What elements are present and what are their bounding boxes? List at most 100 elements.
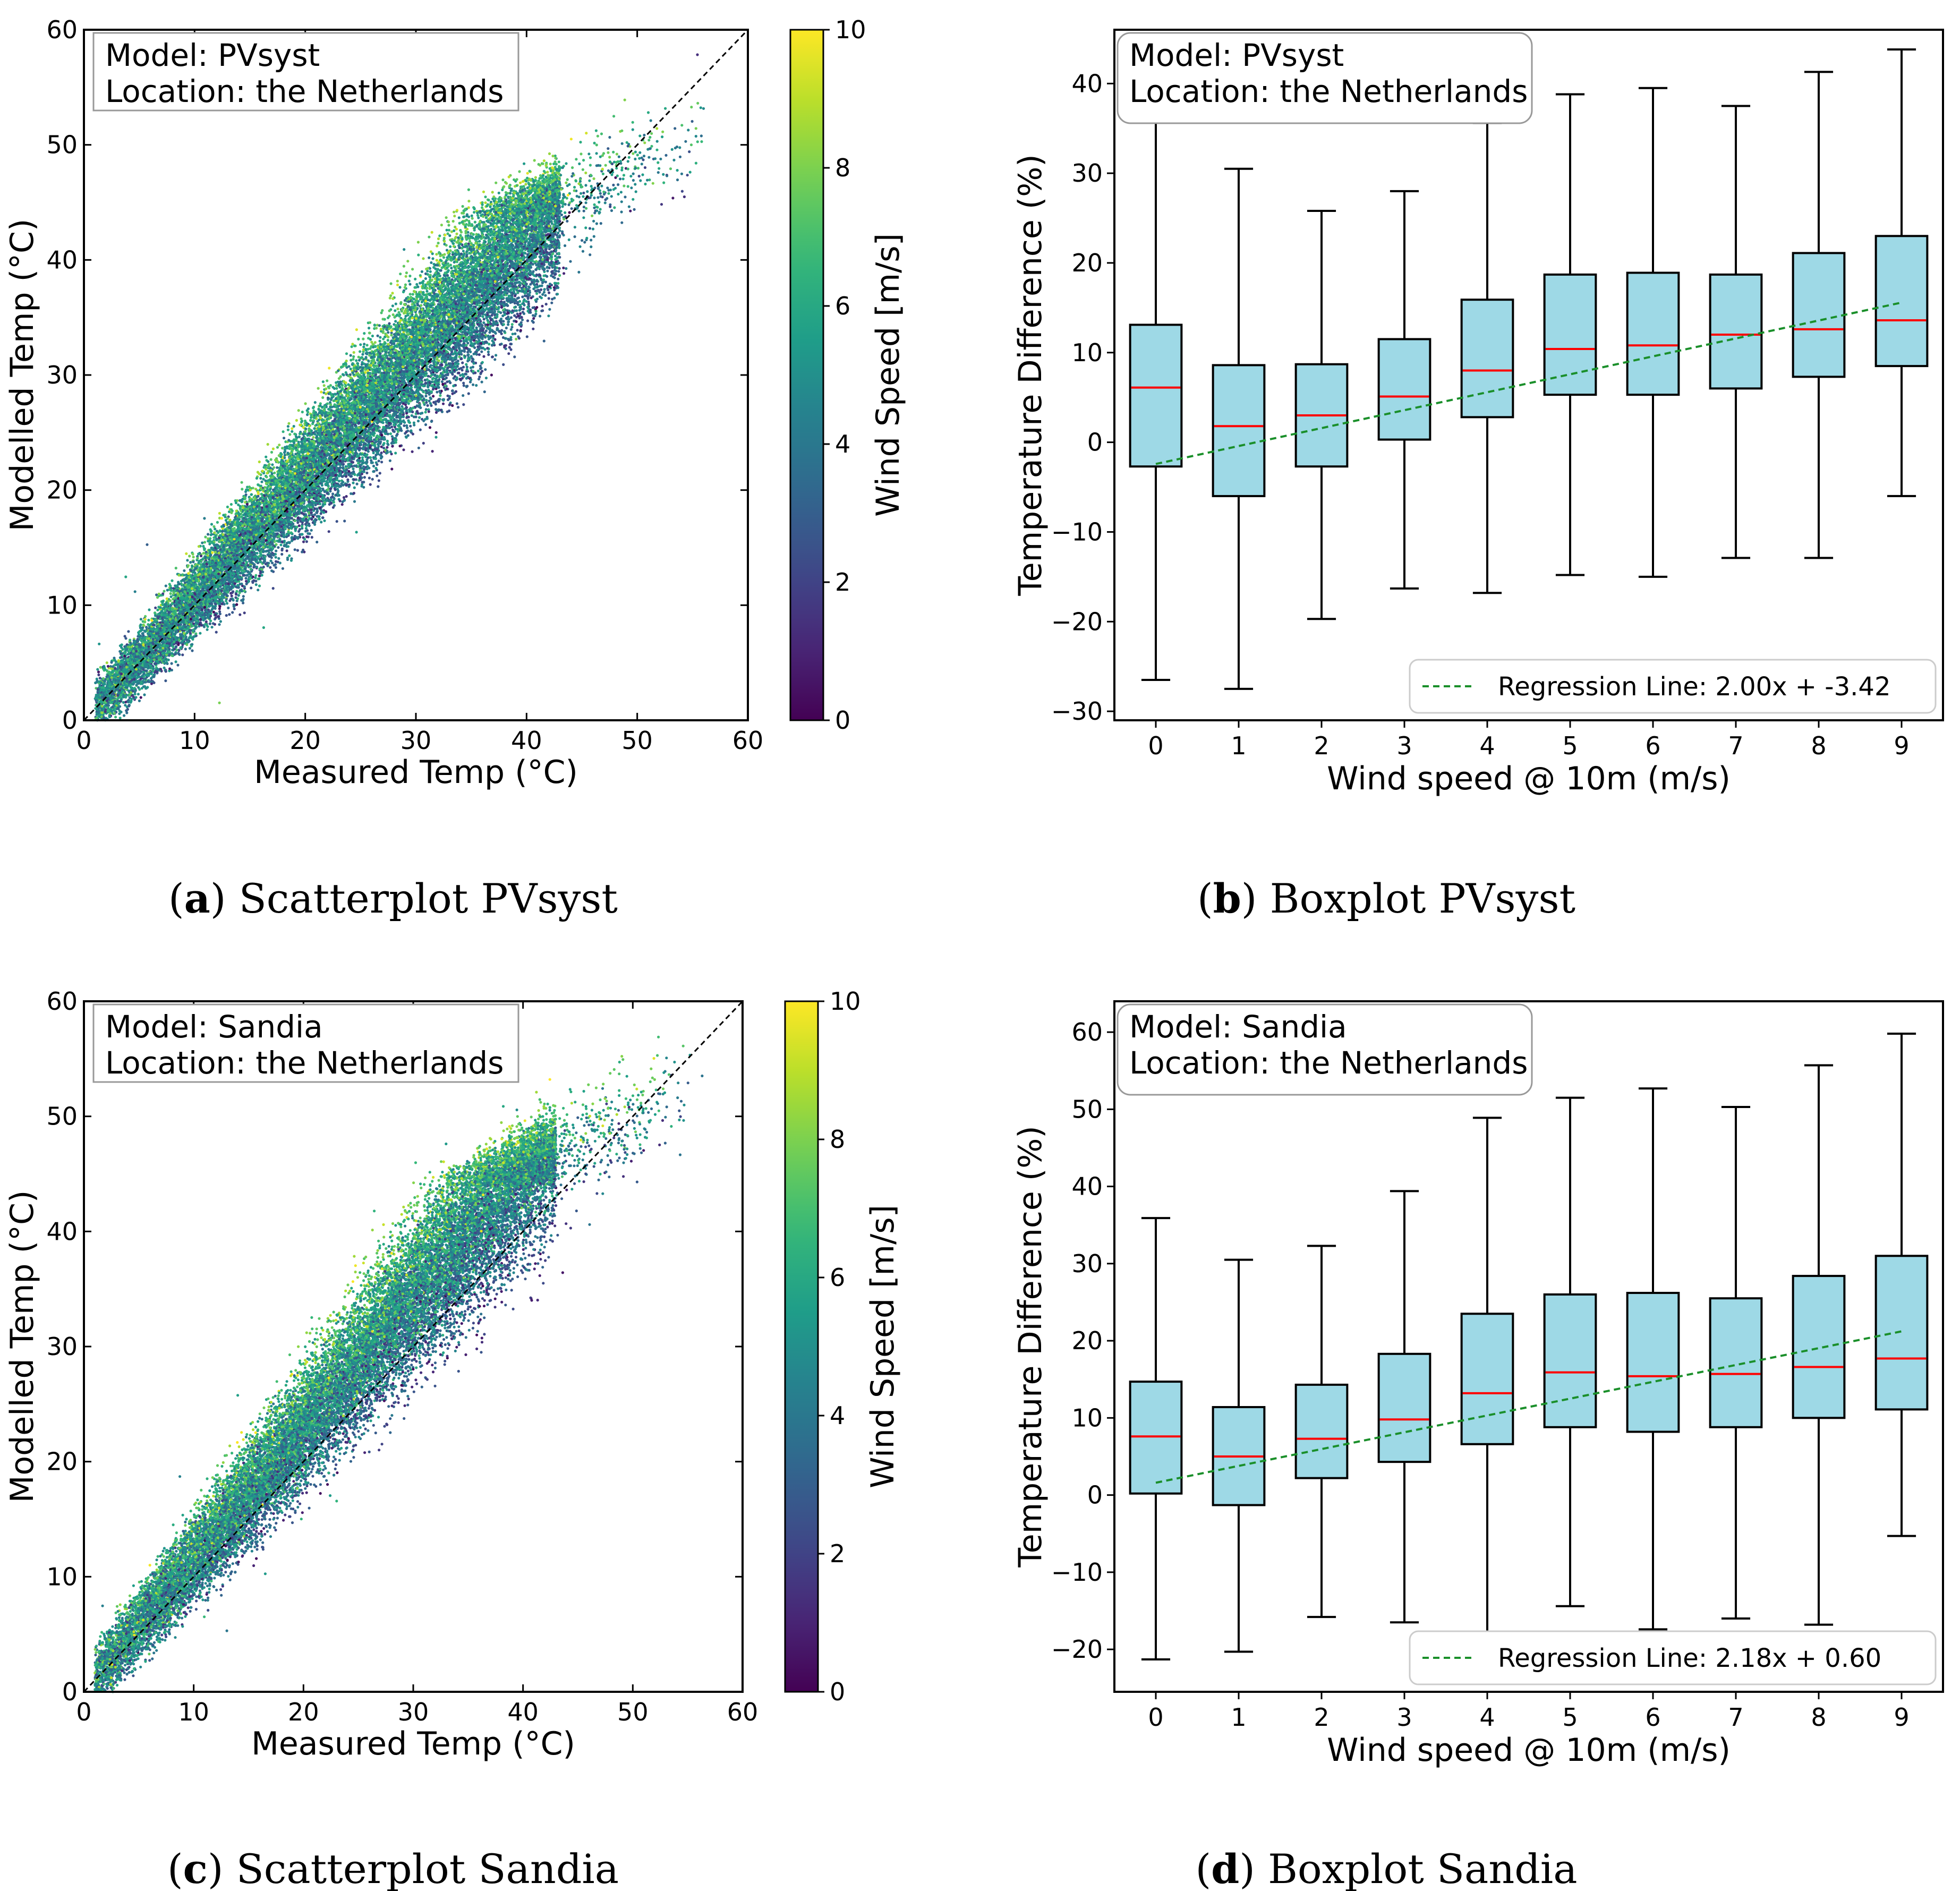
scatter-point (281, 447, 284, 450)
scatter-point (481, 315, 484, 318)
scatter-point (436, 390, 439, 394)
scatter-point (380, 461, 384, 464)
scatter-point (269, 566, 272, 569)
scatter-point (558, 274, 561, 277)
scatter-point (532, 317, 535, 320)
scatter-point (380, 311, 383, 314)
scatter-point (270, 561, 274, 565)
scatter-point (468, 240, 472, 243)
scatter-point (573, 235, 576, 238)
scatter-point (502, 185, 506, 188)
scatter-point (185, 552, 188, 555)
scatter-point (467, 188, 471, 191)
scatter-point (627, 156, 630, 159)
scatter-point (525, 335, 529, 338)
scatter-point (540, 288, 543, 292)
scatter-point (317, 387, 320, 390)
scatter-point (680, 190, 684, 193)
scatter-point (435, 259, 439, 262)
scatter-point (431, 450, 434, 453)
scatter-point (428, 426, 432, 429)
scatter-point (590, 238, 593, 242)
scatter-point (424, 394, 428, 398)
scatter-point (293, 548, 296, 551)
scatter-point (481, 203, 484, 206)
scatter-point (407, 279, 411, 283)
scatter-point (662, 181, 666, 184)
scatter-point (571, 166, 574, 169)
scatter-point (359, 350, 362, 353)
scatter-point (553, 220, 557, 223)
scatter-point (567, 238, 570, 241)
scatter-point (254, 583, 258, 586)
scatter-point (230, 594, 233, 598)
scatter-point (337, 377, 341, 380)
scatter-point (491, 355, 495, 359)
scatter-point (632, 152, 635, 155)
scatter-point (280, 552, 284, 556)
scatter-point (297, 409, 300, 412)
scatter-point (389, 294, 393, 297)
scatter-point (638, 157, 641, 160)
scatter-point (320, 390, 323, 394)
scatter-point (479, 364, 482, 368)
scatter-point (633, 208, 636, 211)
scatter-point (662, 173, 665, 176)
scatter-point (452, 384, 455, 388)
scatter-point (644, 182, 647, 186)
scatter-point (435, 253, 438, 256)
scatter-point (319, 402, 322, 405)
scatter-point (702, 107, 705, 110)
scatter-point (398, 286, 402, 289)
scatter-point (572, 172, 575, 175)
scatter-point (495, 354, 498, 357)
scatter-point (323, 519, 326, 522)
scatter-point (612, 183, 615, 186)
scatter-point (615, 167, 618, 170)
scatter-point (462, 365, 465, 369)
scatter-point (462, 394, 465, 397)
scatter-point (255, 565, 259, 568)
scatter-point (310, 535, 313, 539)
scatter-point (659, 157, 662, 160)
scatter-points (93, 53, 705, 722)
scatter-point (509, 328, 513, 331)
scatter-point (660, 203, 663, 206)
scatter-point (593, 141, 596, 144)
scatter-point (467, 200, 471, 203)
scatter-point (600, 132, 603, 135)
scatter-point (414, 277, 417, 281)
scatter-point (490, 373, 493, 377)
scatter-point (368, 476, 371, 480)
scatter-point (404, 283, 407, 286)
scatter-point (437, 242, 440, 245)
scatter-point (557, 277, 560, 280)
scatter-point (241, 488, 244, 491)
scatter-point (380, 445, 383, 448)
scatter-point (186, 559, 189, 562)
scatter-point (676, 169, 679, 172)
scatter-point (557, 160, 560, 164)
scatter-point (143, 693, 146, 696)
scatter-point (295, 419, 299, 422)
scatter-point (328, 367, 331, 370)
scatter-point (565, 267, 568, 270)
scatter-point (649, 135, 652, 139)
scatter-point (473, 211, 476, 214)
scatter-point (189, 561, 192, 564)
scatter-point (585, 207, 588, 210)
scatter-point (124, 575, 127, 578)
scatter-point (386, 446, 389, 449)
scatter-point (424, 408, 428, 411)
scatter-point (415, 283, 419, 286)
scatter-point (680, 172, 684, 175)
scatter-point (443, 253, 446, 256)
scatter-point (355, 328, 359, 331)
scatter-point (276, 446, 279, 449)
scatter-point (254, 574, 258, 577)
scatter-point (411, 293, 414, 296)
scatter-point (382, 446, 386, 450)
scatter-point (163, 590, 166, 593)
scatter-point (526, 172, 529, 175)
